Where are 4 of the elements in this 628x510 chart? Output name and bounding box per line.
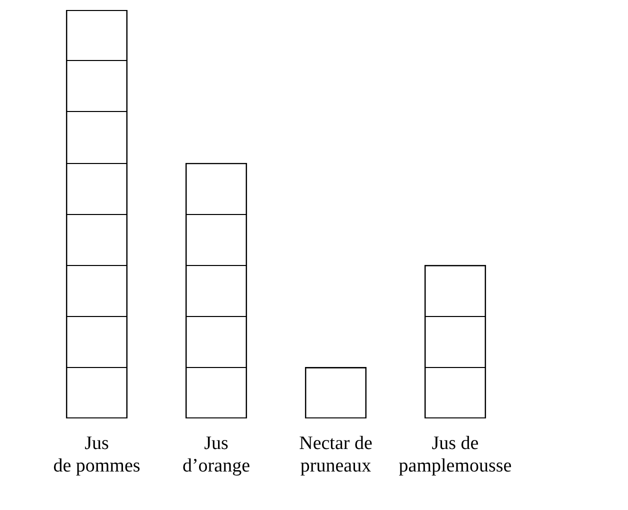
x-tick-label: Jus de pamplemousse	[398, 432, 512, 477]
x-tick-label: Nectar de pruneaux	[299, 432, 372, 477]
x-tick-label: Jus d’orange	[182, 432, 250, 477]
x-tick-label: Jus de pommes	[53, 432, 140, 477]
